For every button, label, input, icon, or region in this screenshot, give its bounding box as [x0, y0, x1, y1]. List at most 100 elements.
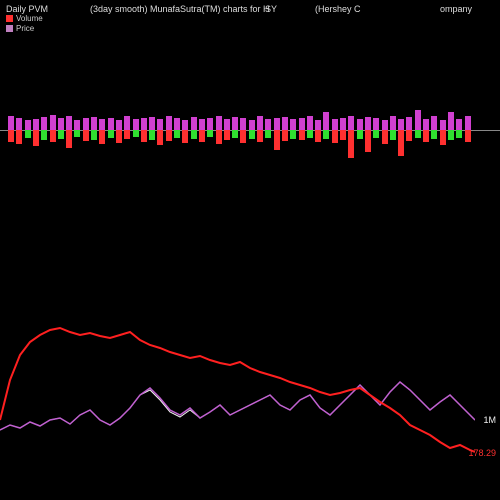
bar-down	[108, 130, 114, 138]
bar-down	[50, 130, 56, 142]
bar-up	[58, 118, 64, 130]
bar-down	[207, 130, 213, 137]
bar-up	[357, 119, 363, 130]
bar-up	[431, 116, 437, 130]
bar-down	[41, 130, 47, 140]
bar-column	[124, 90, 130, 170]
bar-column	[91, 90, 97, 170]
bar-column	[58, 90, 64, 170]
bar-down	[166, 130, 172, 141]
bar-column	[8, 90, 14, 170]
title-right: ompany	[440, 4, 472, 14]
bar-column	[465, 90, 471, 170]
bar-up	[25, 120, 31, 130]
bar-down	[332, 130, 338, 143]
bar-up	[340, 118, 346, 130]
bar-column	[448, 90, 454, 170]
bar-up	[465, 116, 471, 130]
bar-column	[191, 90, 197, 170]
bar-column	[390, 90, 396, 170]
bar-up	[199, 119, 205, 130]
bar-column	[340, 90, 346, 170]
bar-column	[257, 90, 263, 170]
bar-column	[99, 90, 105, 170]
bar-up	[83, 118, 89, 130]
chart-header: Daily PVM (3day smooth) MunafaSutra(TM) …	[0, 4, 500, 34]
bar-down	[440, 130, 446, 145]
bar-up	[249, 120, 255, 130]
bar-up	[157, 119, 163, 130]
bar-up	[66, 116, 72, 130]
bar-up	[282, 117, 288, 130]
bar-down	[373, 130, 379, 138]
bar-down	[323, 130, 329, 139]
bar-down	[257, 130, 263, 142]
bar-down	[240, 130, 246, 143]
bar-up	[174, 118, 180, 130]
bar-down	[25, 130, 31, 138]
bar-column	[116, 90, 122, 170]
bar-down	[232, 130, 238, 138]
bar-down	[74, 130, 80, 137]
bar-column	[357, 90, 363, 170]
bar-column	[166, 90, 172, 170]
bar-down	[33, 130, 39, 146]
chart-line	[0, 382, 475, 430]
bar-down	[58, 130, 64, 139]
bar-up	[423, 119, 429, 130]
bar-column	[157, 90, 163, 170]
line-chart	[0, 300, 475, 470]
bar-column	[16, 90, 22, 170]
bar-column	[456, 90, 462, 170]
bar-up	[182, 120, 188, 130]
bar-column	[232, 90, 238, 170]
bar-column	[216, 90, 222, 170]
bar-column	[406, 90, 412, 170]
bar-down	[224, 130, 230, 140]
bar-column	[249, 90, 255, 170]
bar-column	[423, 90, 429, 170]
legend-volume-swatch	[6, 15, 13, 22]
bar-down	[174, 130, 180, 138]
bar-column	[33, 90, 39, 170]
bar-up	[99, 119, 105, 130]
bar-down	[124, 130, 130, 139]
bar-down	[415, 130, 421, 138]
bar-up	[191, 117, 197, 130]
bar-down	[365, 130, 371, 152]
bar-up	[365, 117, 371, 130]
bar-column	[108, 90, 114, 170]
bar-column	[207, 90, 213, 170]
bar-column	[431, 90, 437, 170]
bar-up	[108, 118, 114, 130]
bar-up	[415, 110, 421, 130]
bar-column	[282, 90, 288, 170]
bar-up	[33, 119, 39, 130]
bar-up	[257, 116, 263, 130]
bar-up	[50, 115, 56, 130]
bar-up	[166, 116, 172, 130]
bar-column	[83, 90, 89, 170]
bar-column	[240, 90, 246, 170]
bar-up	[149, 117, 155, 130]
bar-down	[116, 130, 122, 143]
bar-down	[398, 130, 404, 156]
bar-up	[16, 118, 22, 130]
label-price: 178.29	[468, 448, 496, 458]
bar-column	[398, 90, 404, 170]
bar-up	[440, 120, 446, 130]
bar-down	[357, 130, 363, 139]
bar-column	[41, 90, 47, 170]
legend-volume: Volume	[6, 14, 43, 23]
bar-up	[216, 116, 222, 130]
legend-price-label: Price	[16, 24, 34, 33]
bar-up	[240, 118, 246, 130]
bar-up	[274, 118, 280, 130]
bar-down	[282, 130, 288, 141]
line-chart-svg	[0, 300, 475, 470]
bar-column	[265, 90, 271, 170]
bar-column	[365, 90, 371, 170]
bar-column	[307, 90, 313, 170]
bar-down	[390, 130, 396, 140]
bar-column	[224, 90, 230, 170]
